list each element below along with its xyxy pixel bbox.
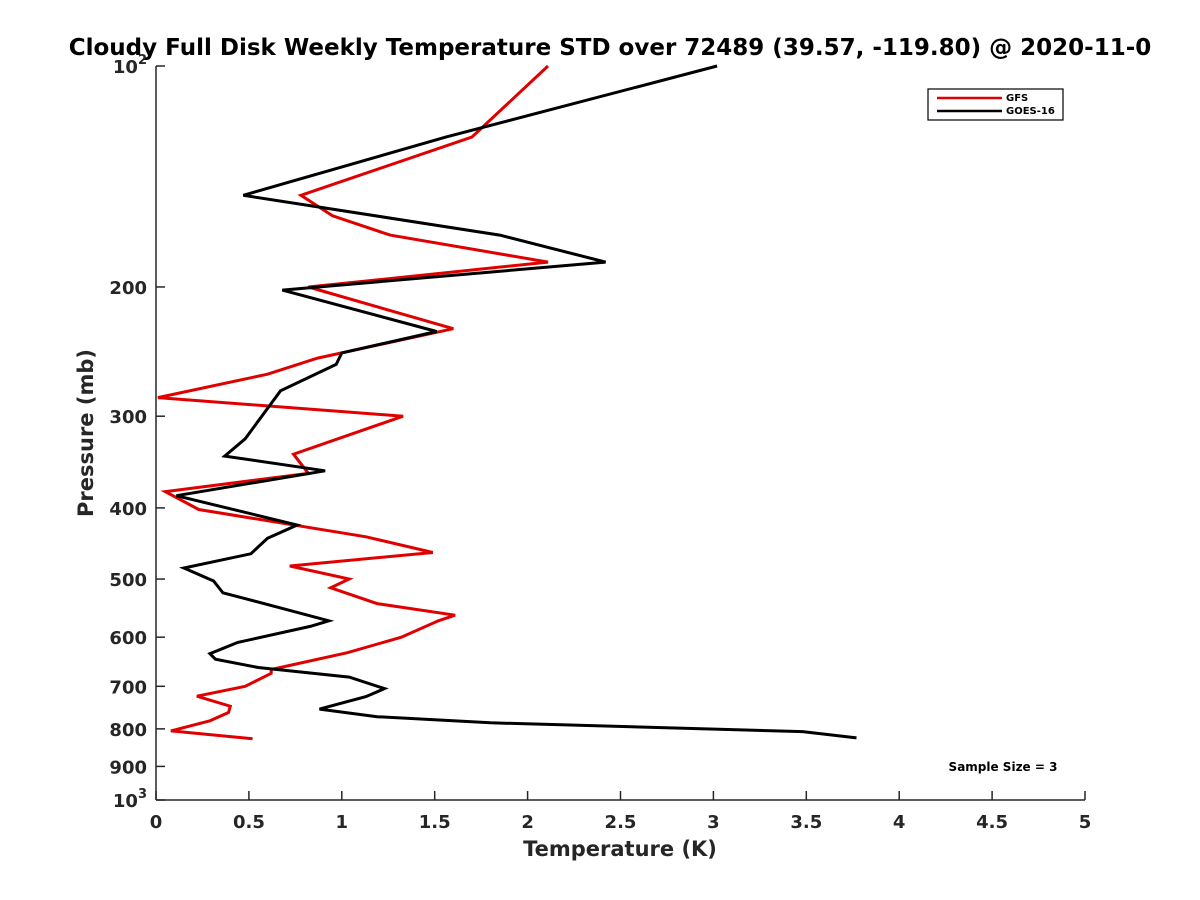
- y-tick-label: 800: [109, 720, 147, 741]
- series-layer: [157, 64, 857, 741]
- legend-label-gfs: GFS: [1006, 93, 1028, 104]
- y-tick-label: 600: [109, 628, 147, 649]
- x-axis-ticks: 0 0.5 1 1.5 2 2.5 3 3.5 4 4.5 5: [150, 791, 1092, 833]
- x-tick-label: 2: [521, 812, 534, 833]
- x-tick-label: 0.5: [233, 812, 265, 833]
- y-tick-label: 300: [109, 407, 147, 428]
- series-line-goes16: [176, 64, 857, 740]
- y-tick-label: 400: [109, 499, 147, 520]
- x-tick-label: 3: [707, 812, 720, 833]
- x-tick-label: 1: [336, 812, 349, 833]
- y-tick-label: 500: [109, 570, 147, 591]
- y-axis-ticks: 102 200 300 400 500 600 700 800 900 103: [109, 53, 165, 812]
- sample-size-annotation: Sample Size = 3: [949, 760, 1058, 774]
- y-tick-label: 200: [109, 278, 147, 299]
- x-axis-label: Temperature (K): [523, 837, 717, 861]
- x-tick-label: 4.5: [976, 812, 1008, 833]
- legend-box: [927, 88, 1064, 121]
- x-tick-label: 3.5: [790, 812, 822, 833]
- plot-area: [155, 66, 1085, 801]
- x-tick-label: 4: [893, 812, 906, 833]
- y-tick-label: 700: [109, 677, 147, 698]
- y-tick-label: 900: [109, 757, 147, 778]
- x-tick-label: 1.5: [419, 812, 451, 833]
- chart-title: Cloudy Full Disk Weekly Temperature STD …: [69, 35, 1152, 61]
- y-tick-label: 102: [113, 53, 147, 78]
- y-axis-label: Pressure (mb): [74, 349, 98, 517]
- x-tick-label: 2.5: [605, 812, 637, 833]
- legend-label-goes16: GOES-16: [1006, 106, 1055, 117]
- x-tick-label: 0: [150, 812, 163, 833]
- y-tick-label: 103: [113, 787, 147, 812]
- legend: GFS GOES-16: [927, 88, 1064, 121]
- series-line-gfs: [157, 64, 550, 741]
- x-tick-label: 5: [1079, 812, 1092, 833]
